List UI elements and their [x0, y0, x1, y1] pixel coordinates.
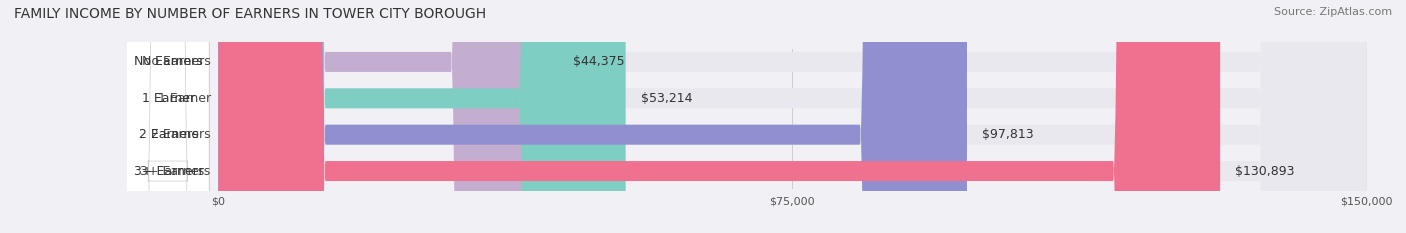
Text: $53,214: $53,214 — [641, 92, 693, 105]
FancyBboxPatch shape — [218, 0, 1367, 233]
Text: 1 Earner: 1 Earner — [142, 92, 195, 105]
FancyBboxPatch shape — [127, 0, 209, 233]
FancyBboxPatch shape — [218, 0, 1367, 233]
FancyBboxPatch shape — [218, 0, 1367, 233]
FancyBboxPatch shape — [218, 0, 1367, 233]
Text: 2 Earners: 2 Earners — [150, 128, 211, 141]
FancyBboxPatch shape — [218, 0, 558, 233]
Text: No Earners: No Earners — [134, 55, 202, 69]
Text: 1 Earner: 1 Earner — [157, 92, 211, 105]
Text: 3+ Earners: 3+ Earners — [141, 164, 211, 178]
FancyBboxPatch shape — [218, 0, 967, 233]
FancyBboxPatch shape — [127, 0, 209, 233]
Text: $44,375: $44,375 — [574, 55, 624, 69]
Text: 2 Earners: 2 Earners — [139, 128, 198, 141]
FancyBboxPatch shape — [218, 0, 626, 233]
Text: FAMILY INCOME BY NUMBER OF EARNERS IN TOWER CITY BOROUGH: FAMILY INCOME BY NUMBER OF EARNERS IN TO… — [14, 7, 486, 21]
Text: $97,813: $97,813 — [983, 128, 1033, 141]
Text: No Earners: No Earners — [142, 55, 211, 69]
FancyBboxPatch shape — [127, 0, 209, 233]
FancyBboxPatch shape — [127, 0, 209, 233]
Text: Source: ZipAtlas.com: Source: ZipAtlas.com — [1274, 7, 1392, 17]
Text: $130,893: $130,893 — [1236, 164, 1295, 178]
FancyBboxPatch shape — [218, 0, 1220, 233]
Text: 3+ Earners: 3+ Earners — [134, 164, 204, 178]
